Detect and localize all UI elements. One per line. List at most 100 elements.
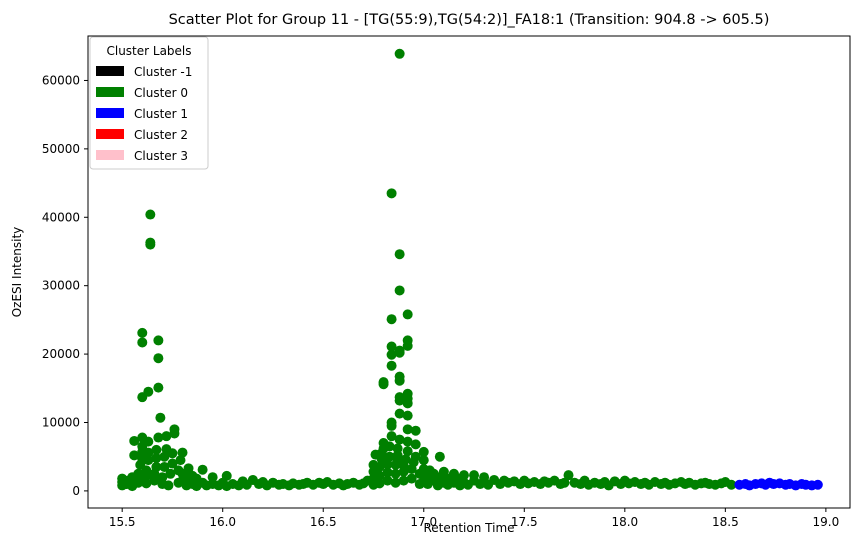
point-cluster-0-150	[400, 454, 411, 465]
point-cluster-0-9	[129, 435, 140, 446]
point-cluster-0-164	[410, 451, 421, 462]
point-cluster-0-25	[143, 447, 154, 458]
point-cluster-0-190	[458, 470, 469, 481]
point-cluster-0-127	[386, 341, 397, 352]
point-cluster-0-24	[143, 455, 154, 466]
point-cluster-0-151	[402, 446, 413, 457]
point-cluster-0-193	[469, 470, 480, 481]
point-cluster-0-212	[559, 477, 570, 488]
legend-label: Cluster 3	[134, 149, 188, 163]
point-cluster-0-34	[151, 453, 162, 464]
point-cluster-0-33	[151, 461, 162, 472]
point-cluster-0-122	[386, 431, 397, 442]
point-cluster-0-43	[159, 461, 170, 472]
data-points	[117, 48, 823, 492]
point-cluster-0-121	[384, 441, 395, 452]
point-cluster-0-23	[141, 465, 152, 476]
x-tick-label: 16.0	[209, 515, 236, 529]
legend-swatch	[96, 129, 124, 139]
legend-label: Cluster -1	[134, 65, 192, 79]
point-cluster-0-8	[129, 450, 140, 461]
point-cluster-0-30	[145, 209, 156, 220]
chart-title: Scatter Plot for Group 11 - [TG(55:9),TG…	[169, 12, 770, 28]
legend-entries: Cluster -1 Cluster 0 Cluster 1 Cluster 2 Clu…	[96, 65, 192, 163]
y-tick-label: 10000	[42, 415, 80, 429]
legend-swatch	[96, 150, 124, 160]
point-cluster-0-110	[374, 461, 385, 472]
point-cluster-0-74	[221, 470, 232, 481]
point-cluster-0-37	[153, 382, 164, 393]
point-cluster-0-40	[155, 412, 166, 423]
point-cluster-0-38	[153, 353, 164, 364]
point-cluster-0-117	[382, 475, 393, 486]
point-cluster-0-180	[434, 451, 445, 462]
plot-frame	[87, 35, 851, 509]
point-cluster-0-114	[378, 377, 389, 388]
point-cluster-0-157	[402, 388, 413, 399]
y-tick-label: 30000	[42, 279, 80, 293]
point-cluster-0-49	[167, 458, 178, 469]
legend-label: Cluster 2	[134, 128, 188, 142]
point-cluster-0-31	[149, 475, 160, 486]
point-cluster-0-171	[418, 455, 429, 466]
point-cluster-0-29	[145, 239, 156, 250]
point-cluster-0-70	[207, 472, 218, 483]
point-cluster-0-139	[394, 392, 405, 403]
legend-swatch	[96, 66, 124, 76]
point-cluster-1-15	[812, 479, 823, 490]
point-cluster-0-120	[384, 451, 395, 462]
point-cluster-0-213	[563, 470, 574, 481]
point-cluster-0-147	[398, 475, 409, 486]
point-cluster-0-67	[197, 464, 208, 475]
point-cluster-0-136	[394, 434, 405, 445]
point-cluster-0-146	[394, 48, 405, 59]
point-cluster-0-159	[402, 335, 413, 346]
x-tick-label: 17.0	[410, 515, 437, 529]
point-cluster-0-48	[165, 468, 176, 479]
point-cluster-0-196	[479, 472, 490, 483]
x-tick-label: 15.5	[109, 515, 136, 529]
point-cluster-0-50	[167, 448, 178, 459]
point-cluster-0-119	[382, 459, 393, 470]
legend-title: Cluster Labels	[106, 44, 191, 58]
point-cluster-0-27	[143, 386, 154, 397]
point-cluster-0-165	[410, 439, 421, 450]
point-cluster-0-35	[151, 444, 162, 455]
point-cluster-0-135	[392, 443, 403, 454]
y-tick-label: 20000	[42, 347, 80, 361]
point-cluster-0-61	[183, 463, 194, 474]
point-cluster-0-137	[394, 408, 405, 419]
point-cluster-0-166	[410, 425, 421, 436]
point-cluster-0-172	[418, 446, 429, 457]
legend-label: Cluster 1	[134, 107, 188, 121]
point-cluster-0-108	[374, 478, 385, 489]
point-cluster-0-46	[161, 431, 172, 442]
point-cluster-0-154	[402, 410, 413, 421]
x-tick-label: 18.5	[712, 515, 739, 529]
point-cluster-0-153	[402, 424, 413, 435]
y-tick-label: 40000	[42, 210, 80, 224]
point-cluster-0-152	[402, 436, 413, 447]
y-axis-label: OzESI Intensity	[10, 227, 24, 318]
point-cluster-0-52	[169, 424, 180, 435]
point-cluster-0-144	[394, 285, 405, 296]
x-tick-label: 17.5	[511, 515, 538, 529]
point-cluster-0-161	[406, 473, 417, 484]
point-cluster-0-44	[159, 451, 170, 462]
x-tick-label: 16.5	[310, 515, 337, 529]
point-cluster-0-128	[386, 314, 397, 325]
x-tick-label: 18.0	[611, 515, 638, 529]
point-cluster-0-36	[153, 432, 164, 443]
point-cluster-0-125	[386, 360, 397, 371]
point-cluster-0-109	[374, 470, 385, 481]
x-tick-label: 19.0	[813, 515, 840, 529]
point-cluster-0-245	[726, 479, 737, 490]
point-cluster-0-55	[175, 455, 186, 466]
point-cluster-0-20	[137, 327, 148, 338]
point-cluster-0-160	[402, 309, 413, 320]
y-axis-ticks: 0 10000 20000 30000 40000 50000 60000	[42, 73, 88, 498]
legend-label: Cluster 0	[134, 86, 188, 100]
y-tick-label: 60000	[42, 73, 80, 87]
point-cluster-0-42	[157, 472, 168, 483]
